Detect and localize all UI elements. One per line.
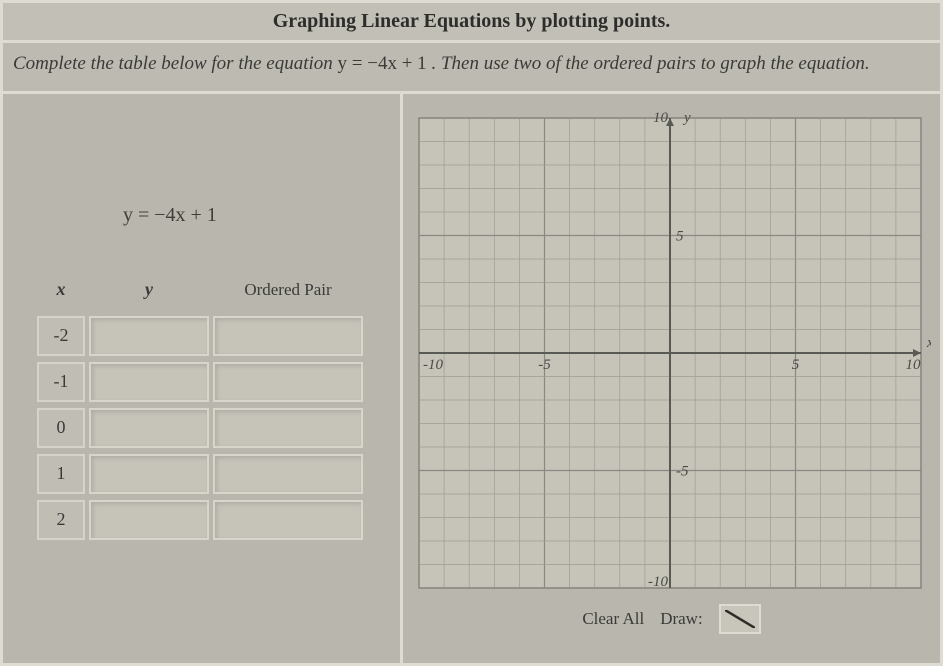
- col-header-y: y: [89, 270, 209, 310]
- table-row: -1: [37, 362, 363, 402]
- clear-all-button[interactable]: Clear All: [582, 609, 644, 629]
- svg-text:-10: -10: [423, 357, 443, 373]
- ordered-pair-input[interactable]: [213, 454, 363, 494]
- y-input[interactable]: [89, 362, 209, 402]
- col-header-ordered-pair: Ordered Pair: [213, 270, 363, 310]
- svg-text:-5: -5: [676, 463, 689, 479]
- ordered-pair-input[interactable]: [213, 362, 363, 402]
- content-row: y = −4x + 1 x y Ordered Pair -2 -1: [3, 94, 940, 663]
- y-input[interactable]: [89, 316, 209, 356]
- x-cell: 0: [37, 408, 85, 448]
- instruction: Complete the table below for the equatio…: [3, 43, 940, 94]
- graph-area[interactable]: x y 10 5 -5 -10 -10 -5 5 10: [409, 108, 931, 598]
- draw-label: Draw:: [660, 609, 702, 629]
- table-equation: y = −4x + 1: [123, 204, 217, 227]
- svg-text:10: 10: [906, 357, 922, 373]
- coordinate-grid[interactable]: x y 10 5 -5 -10 -10 -5 5 10: [409, 108, 931, 598]
- svg-text:y: y: [682, 110, 691, 126]
- ordered-pair-input[interactable]: [213, 500, 363, 540]
- svg-text:-5: -5: [538, 357, 551, 373]
- svg-text:5: 5: [792, 357, 800, 373]
- y-input[interactable]: [89, 454, 209, 494]
- table-row: 1: [37, 454, 363, 494]
- svg-text:-10: -10: [648, 574, 668, 590]
- worksheet-title: Graphing Linear Equations by plotting po…: [3, 3, 940, 43]
- table-panel: y = −4x + 1 x y Ordered Pair -2 -1: [3, 94, 403, 663]
- instruction-prefix: Complete the table below for the equatio…: [13, 53, 338, 74]
- y-input[interactable]: [89, 500, 209, 540]
- worksheet-frame: Graphing Linear Equations by plotting po…: [0, 0, 943, 666]
- y-input[interactable]: [89, 408, 209, 448]
- values-table: x y Ordered Pair -2 -1 0: [33, 264, 367, 546]
- svg-text:10: 10: [653, 110, 669, 126]
- x-cell: 2: [37, 500, 85, 540]
- ordered-pair-input[interactable]: [213, 316, 363, 356]
- svg-text:5: 5: [676, 228, 684, 244]
- svg-text:x: x: [926, 335, 931, 351]
- ordered-pair-input[interactable]: [213, 408, 363, 448]
- x-cell: -2: [37, 316, 85, 356]
- graph-panel: x y 10 5 -5 -10 -10 -5 5 10 Clear All Draw:: [403, 94, 940, 663]
- table-row: 2: [37, 500, 363, 540]
- x-cell: -1: [37, 362, 85, 402]
- draw-line-tool[interactable]: [719, 604, 761, 634]
- table-row: 0: [37, 408, 363, 448]
- col-header-x: x: [37, 270, 85, 310]
- table-row: -2: [37, 316, 363, 356]
- graph-tools: Clear All Draw:: [403, 604, 940, 634]
- x-cell: 1: [37, 454, 85, 494]
- instruction-suffix: . Then use two of the ordered pairs to g…: [431, 53, 869, 74]
- instruction-equation: y = −4x + 1: [338, 53, 427, 74]
